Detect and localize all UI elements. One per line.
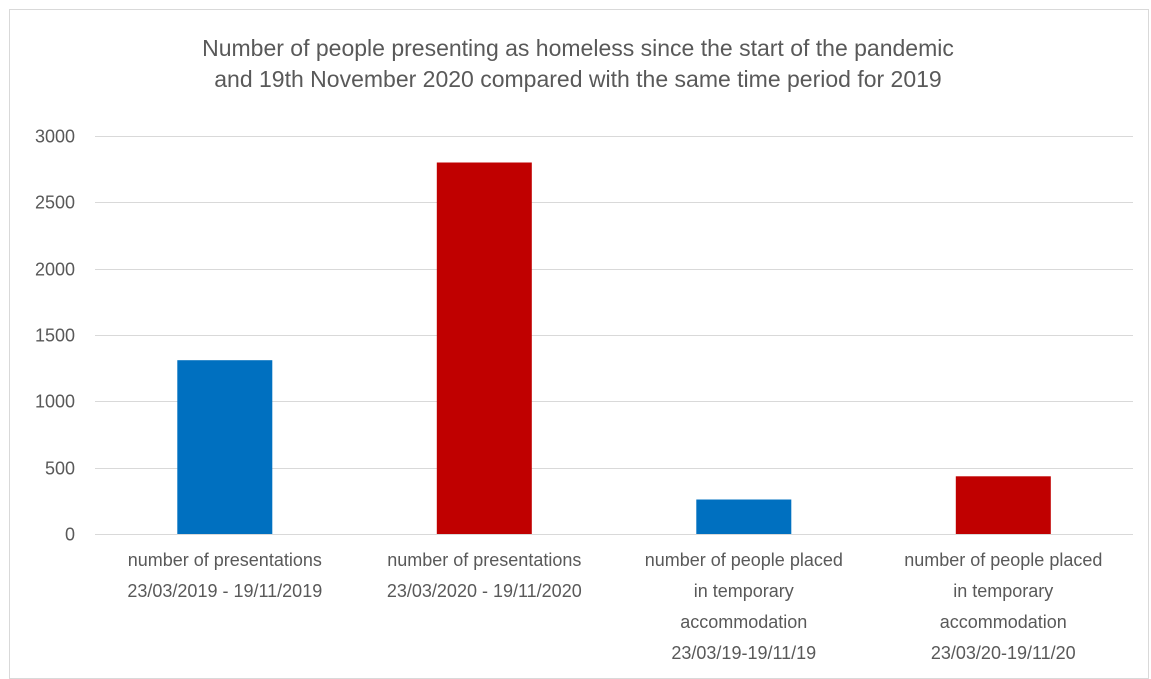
x-category-label-line: in temporary [953, 581, 1053, 601]
bar [436, 162, 532, 534]
x-category-label-line: number of people placed [645, 550, 843, 570]
x-category-label-line: 23/03/20-19/11/20 [931, 643, 1076, 663]
chart-frame [9, 9, 1149, 679]
y-tick-label: 0 [65, 525, 75, 545]
x-category-label: number of presentations 23/03/2020 - 19/1… [387, 550, 582, 601]
chart-title: Number of people presenting as homeless … [202, 35, 954, 92]
y-tick-label: 3000 [35, 127, 75, 147]
x-category-label-line: 23/03/2019 - 19/11/2019 [127, 581, 322, 601]
x-category-label-line: number of presentations [387, 550, 581, 570]
y-tick-label: 1000 [35, 392, 75, 412]
x-category-label-line: in temporary [694, 581, 794, 601]
bar [696, 499, 792, 534]
x-axis-category-labels: number of presentations 23/03/2019 - 19/1… [127, 550, 1102, 663]
x-category-label: number of people placed in temporary accom… [645, 550, 843, 663]
y-tick-label: 1500 [35, 326, 75, 346]
x-category-label-line: 23/03/2020 - 19/11/2020 [387, 581, 582, 601]
x-category-label: number of presentations 23/03/2019 - 19/1… [127, 550, 322, 601]
x-category-label-line: 23/03/19-19/11/19 [671, 643, 816, 663]
x-category-label: number of people placed in temporary accom… [904, 550, 1102, 663]
bars [177, 162, 1051, 534]
y-axis-tick-labels: 0 500 1000 1500 2000 2500 3000 [35, 127, 75, 545]
y-tick-label: 2500 [35, 193, 75, 213]
chart-title-line-1: Number of people presenting as homeless … [202, 35, 954, 61]
x-category-label-line: number of presentations [128, 550, 322, 570]
y-tick-label: 500 [45, 459, 75, 479]
x-category-label-line: accommodation [940, 612, 1067, 632]
chart-title-line-2: and 19th November 2020 compared with the… [214, 66, 941, 92]
y-tick-label: 2000 [35, 260, 75, 280]
bar [177, 360, 273, 534]
x-category-label-line: number of people placed [904, 550, 1102, 570]
bar [955, 476, 1051, 534]
x-category-label-line: accommodation [680, 612, 807, 632]
